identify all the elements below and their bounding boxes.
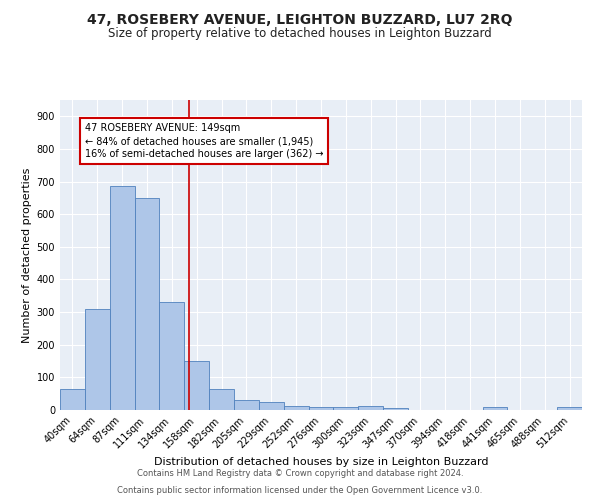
Text: Size of property relative to detached houses in Leighton Buzzard: Size of property relative to detached ho… — [108, 28, 492, 40]
Text: Contains public sector information licensed under the Open Government Licence v3: Contains public sector information licen… — [118, 486, 482, 495]
Bar — [259, 402, 284, 410]
Bar — [85, 309, 110, 410]
Bar — [110, 186, 134, 410]
Bar — [134, 198, 160, 410]
Text: 47 ROSEBERY AVENUE: 149sqm
← 84% of detached houses are smaller (1,945)
16% of s: 47 ROSEBERY AVENUE: 149sqm ← 84% of deta… — [85, 123, 323, 159]
Bar — [209, 389, 234, 410]
Bar — [482, 408, 508, 410]
X-axis label: Distribution of detached houses by size in Leighton Buzzard: Distribution of detached houses by size … — [154, 457, 488, 467]
Bar — [184, 361, 209, 410]
Bar — [234, 400, 259, 410]
Bar — [334, 408, 358, 410]
Bar — [160, 302, 184, 410]
Bar — [383, 408, 408, 410]
Y-axis label: Number of detached properties: Number of detached properties — [22, 168, 32, 342]
Bar — [60, 389, 85, 410]
Text: 47, ROSEBERY AVENUE, LEIGHTON BUZZARD, LU7 2RQ: 47, ROSEBERY AVENUE, LEIGHTON BUZZARD, L… — [87, 12, 513, 26]
Bar — [557, 408, 582, 410]
Bar — [284, 406, 308, 410]
Bar — [308, 408, 334, 410]
Text: Contains HM Land Registry data © Crown copyright and database right 2024.: Contains HM Land Registry data © Crown c… — [137, 468, 463, 477]
Bar — [358, 406, 383, 410]
